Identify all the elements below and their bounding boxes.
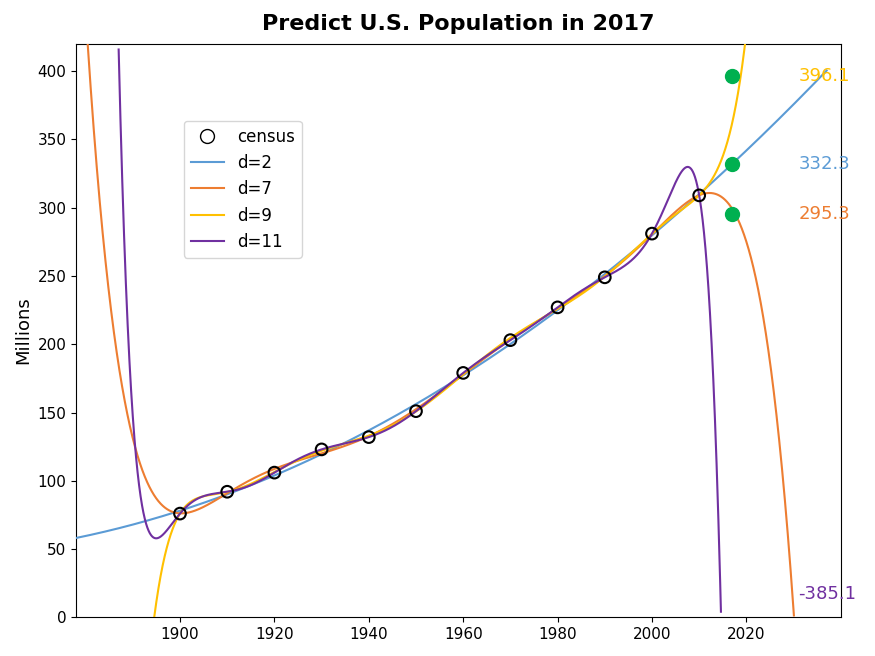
- Point: [456, 367, 470, 378]
- Title: Predict U.S. Population in 2017: Predict U.S. Population in 2017: [262, 14, 654, 34]
- Point: [692, 190, 706, 201]
- Legend: census, d=2, d=7, d=9, d=11: census, d=2, d=7, d=9, d=11: [184, 121, 302, 258]
- Point: [550, 302, 564, 313]
- Text: 332.3: 332.3: [798, 155, 850, 173]
- Point: [725, 209, 739, 219]
- Point: [220, 487, 234, 497]
- Point: [268, 467, 282, 478]
- Point: [315, 444, 329, 455]
- Text: 295.3: 295.3: [798, 205, 850, 223]
- Point: [409, 406, 423, 417]
- Text: -385.1: -385.1: [798, 585, 857, 603]
- Point: [598, 272, 612, 283]
- Y-axis label: Millions: Millions: [14, 297, 31, 365]
- Point: [503, 335, 517, 346]
- Text: 396.1: 396.1: [798, 68, 850, 85]
- Point: [725, 71, 739, 81]
- Point: [173, 508, 187, 519]
- Point: [361, 432, 375, 442]
- Point: [725, 158, 739, 169]
- Point: [645, 228, 659, 239]
